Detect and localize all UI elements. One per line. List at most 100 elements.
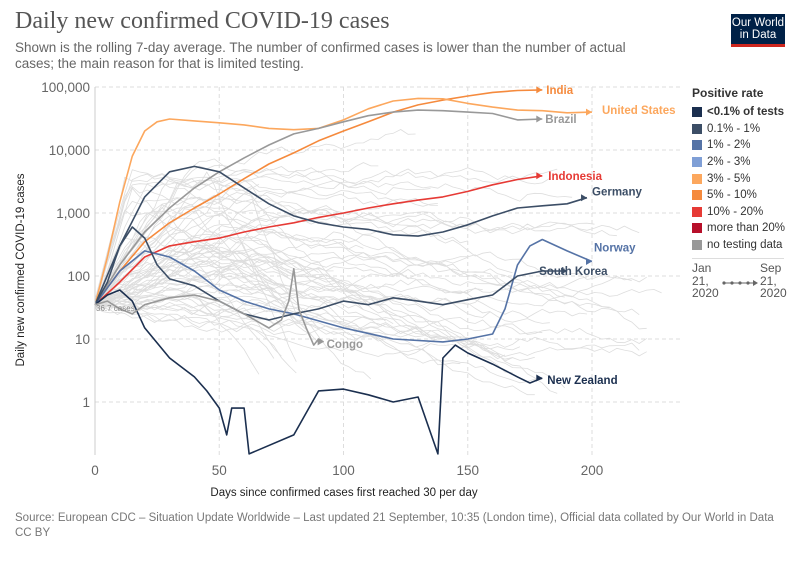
timeline[interactable]: Jan 21, 2020 Sep 21, 2020 (692, 262, 792, 302)
background-country-line (94, 302, 506, 360)
background-country-line (94, 273, 565, 308)
timeline-arrow-icon (753, 280, 758, 286)
background-country-line (94, 167, 551, 300)
timeline-end-day: 21, (760, 273, 777, 288)
timeline-start[interactable]: Jan 21, 2020 (692, 262, 724, 300)
legend-swatch (692, 107, 702, 118)
series-label: Germany (592, 187, 642, 199)
timeline-dot (730, 281, 734, 285)
x-tick-label: 0 (91, 463, 99, 478)
series-arrow-icon (581, 194, 588, 202)
legend-item[interactable]: <0.1% of tests (692, 104, 800, 121)
legend-label: 5% - 10% (707, 189, 757, 202)
legend-label: 2% - 3% (707, 156, 751, 169)
background-country-line (94, 129, 416, 301)
series-label: Norway (594, 242, 636, 254)
series-line-germany (94, 165, 588, 306)
source-note: Source: European CDC – Situation Update … (15, 512, 774, 524)
legend-item[interactable]: 10% - 20% (692, 204, 800, 221)
series-arrow-icon (586, 257, 592, 265)
legend-item[interactable]: 2% - 3% (692, 154, 800, 171)
series-label: United States (602, 105, 676, 117)
legend-swatch (692, 223, 702, 234)
legend-swatch (692, 173, 702, 184)
x-tick-label: 200 (581, 463, 604, 478)
series-arrow-icon (536, 374, 543, 382)
background-country-line (94, 213, 476, 305)
legend-item[interactable]: no testing data (692, 237, 800, 254)
legend-swatch (692, 140, 702, 151)
timeline-end[interactable]: Sep 21, 2020 (760, 262, 792, 300)
legend-label: more than 20% (707, 222, 785, 235)
background-country-line (94, 162, 379, 309)
series-line-south-korea (94, 226, 568, 321)
background-country-line (94, 205, 640, 302)
legend-swatch (692, 123, 702, 134)
background-country-line (94, 181, 379, 300)
background-country-lines (94, 129, 662, 396)
background-country-line (94, 253, 543, 384)
series-lines (94, 86, 593, 455)
legend-items: <0.1% of tests 0.1% - 1% 1% - 2% 2% - 3% 3% … (692, 104, 800, 253)
background-country-line (94, 285, 274, 304)
background-country-line (94, 298, 640, 357)
timeline-track[interactable] (722, 279, 758, 287)
legend-item[interactable]: 5% - 10% (692, 187, 800, 204)
series-arrow-icon (536, 172, 543, 180)
series-arrow-icon (536, 86, 543, 94)
x-tick-label: 100 (332, 463, 355, 478)
background-country-line (94, 158, 558, 309)
series-label: South Korea (539, 266, 608, 278)
axes: 1 10 100 1,000 10,000 100,000 0 50 100 150 200 (41, 80, 603, 478)
y-tick-label: 100 (67, 269, 90, 284)
background-country-line (94, 246, 535, 362)
license-note: CC BY (15, 527, 51, 539)
background-country-line (94, 292, 647, 357)
timeline-end-month: Sep (760, 261, 782, 275)
series-label: New Zealand (547, 375, 617, 387)
background-country-line (94, 292, 386, 320)
y-tick-label: 100,000 (41, 80, 90, 95)
chart-subtitle: Shown is the rolling 7-day average. The … (15, 40, 626, 71)
background-country-line (94, 220, 595, 306)
background-country-line (94, 277, 424, 336)
background-country-line (94, 297, 535, 396)
timeline-start-year: 2020 (692, 286, 719, 300)
series-label: Congo (327, 339, 363, 351)
legend-item[interactable]: 0.1% - 1% (692, 121, 800, 138)
background-country-line (94, 213, 312, 335)
series-arrow-icon (317, 338, 324, 346)
logo-line-2: in Data (739, 29, 777, 41)
series-line-brazil (94, 109, 543, 306)
timeline-start-month: Jan (692, 261, 712, 275)
background-country-line (94, 258, 334, 307)
background-country-line (94, 193, 297, 315)
legend-label: 10% - 20% (707, 205, 764, 218)
legend-swatch (692, 190, 702, 201)
background-country-line (94, 209, 588, 319)
legend: Positive rate <0.1% of tests 0.1% - 1% 1% … (692, 86, 800, 260)
background-country-line (94, 252, 513, 360)
logo-line-1: Our World (731, 17, 785, 29)
owid-logo[interactable]: Our World in Data (731, 14, 785, 47)
legend-item[interactable]: 3% - 5% (692, 170, 800, 187)
legend-label: 0.1% - 1% (707, 122, 761, 135)
legend-item[interactable]: 1% - 2% (692, 137, 800, 154)
series-label: Indonesia (548, 171, 602, 183)
legend-title: Positive rate (692, 86, 764, 100)
timeline-dot (722, 281, 726, 285)
legend-label: 3% - 5% (707, 172, 751, 185)
background-country-line (94, 245, 513, 306)
series-arrow-icon (586, 108, 592, 116)
x-axis-title: Days since confirmed cases first reached… (210, 487, 477, 499)
series-line-united-states (94, 97, 593, 305)
background-country-line (94, 181, 468, 304)
background-country-line (94, 239, 416, 305)
background-country-line (94, 169, 632, 306)
legend-swatch (692, 157, 702, 168)
x-tick-label: 50 (212, 463, 227, 478)
legend-item[interactable]: more than 20% (692, 220, 800, 237)
background-country-line (94, 183, 260, 306)
background-country-line (94, 243, 364, 304)
y-tick-label: 10,000 (49, 143, 90, 158)
